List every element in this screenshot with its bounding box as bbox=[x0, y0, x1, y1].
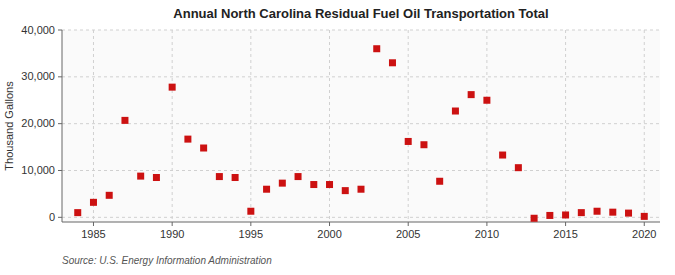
tick-label: 1985 bbox=[81, 228, 105, 240]
tick-label: 20,000 bbox=[21, 117, 55, 129]
point bbox=[153, 174, 160, 181]
tick-mark bbox=[486, 222, 487, 226]
point bbox=[184, 136, 191, 143]
point bbox=[389, 59, 396, 66]
tick-label: 1995 bbox=[239, 228, 263, 240]
point bbox=[358, 186, 365, 193]
tick-mark bbox=[250, 222, 251, 226]
plot-area bbox=[62, 30, 660, 222]
grid-line bbox=[172, 30, 173, 222]
tick-mark bbox=[329, 222, 330, 226]
point bbox=[106, 192, 113, 199]
tick-label: 2010 bbox=[475, 228, 499, 240]
tick-mark bbox=[408, 222, 409, 226]
tick-label: 2020 bbox=[632, 228, 656, 240]
chart: 0 10,000 20,000 30,000 40,000 1985 1990 1995 200… bbox=[0, 0, 675, 275]
tick-label: 0 bbox=[49, 211, 55, 223]
point bbox=[499, 152, 506, 159]
tick-mark bbox=[93, 222, 94, 226]
tick-mark bbox=[565, 222, 566, 226]
tick-label: 1990 bbox=[160, 228, 184, 240]
point bbox=[121, 117, 128, 124]
point bbox=[232, 174, 239, 181]
point bbox=[310, 181, 317, 188]
point bbox=[546, 212, 553, 219]
point bbox=[216, 173, 223, 180]
point bbox=[531, 215, 538, 222]
x-axis-line bbox=[62, 222, 660, 223]
point bbox=[169, 84, 176, 91]
grid-line bbox=[62, 30, 660, 31]
tick-mark bbox=[644, 222, 645, 226]
grid-line bbox=[62, 123, 660, 124]
grid-line bbox=[644, 30, 645, 222]
grid-line bbox=[62, 217, 660, 218]
point bbox=[578, 209, 585, 216]
title: Annual North Carolina Residual Fuel Oil … bbox=[173, 6, 548, 21]
grid-line bbox=[486, 30, 487, 222]
tick-label: 40,000 bbox=[21, 24, 55, 36]
points bbox=[74, 45, 648, 222]
point bbox=[295, 173, 302, 180]
tick-label: 2015 bbox=[553, 228, 577, 240]
point bbox=[326, 181, 333, 188]
point bbox=[90, 199, 97, 206]
tick-label: 10,000 bbox=[21, 164, 55, 176]
point bbox=[452, 108, 459, 115]
tick-label: 2000 bbox=[317, 228, 341, 240]
tick-mark bbox=[58, 76, 62, 77]
tick-label: 30,000 bbox=[21, 70, 55, 82]
point bbox=[263, 186, 270, 193]
point bbox=[594, 208, 601, 215]
point bbox=[436, 178, 443, 185]
point bbox=[405, 138, 412, 145]
tick-mark bbox=[172, 222, 173, 226]
point bbox=[483, 97, 490, 104]
point bbox=[137, 173, 144, 180]
point bbox=[641, 213, 648, 220]
point bbox=[279, 180, 286, 187]
point bbox=[562, 211, 569, 218]
tick-mark bbox=[58, 217, 62, 218]
point bbox=[468, 91, 475, 98]
point bbox=[420, 141, 427, 148]
tick-label: 2005 bbox=[396, 228, 420, 240]
grid-line bbox=[408, 30, 409, 222]
point bbox=[200, 145, 207, 152]
grid-line bbox=[93, 30, 94, 222]
grid-line bbox=[565, 30, 566, 222]
point bbox=[74, 209, 81, 216]
tick-mark bbox=[58, 170, 62, 171]
y-axis-label: Thousand Gallons bbox=[3, 81, 15, 171]
point bbox=[373, 45, 380, 52]
grid-line bbox=[250, 30, 251, 222]
y-axis-line bbox=[62, 30, 63, 222]
point bbox=[625, 210, 632, 217]
point bbox=[247, 208, 254, 215]
point bbox=[609, 209, 616, 216]
point bbox=[515, 164, 522, 171]
tick-mark bbox=[58, 30, 62, 31]
grid-line bbox=[62, 170, 660, 171]
grid-line bbox=[62, 76, 660, 77]
point bbox=[342, 187, 349, 194]
tick-mark bbox=[58, 123, 62, 124]
grid-line bbox=[329, 30, 330, 222]
source: Source: U.S. Energy Information Administ… bbox=[62, 255, 272, 266]
